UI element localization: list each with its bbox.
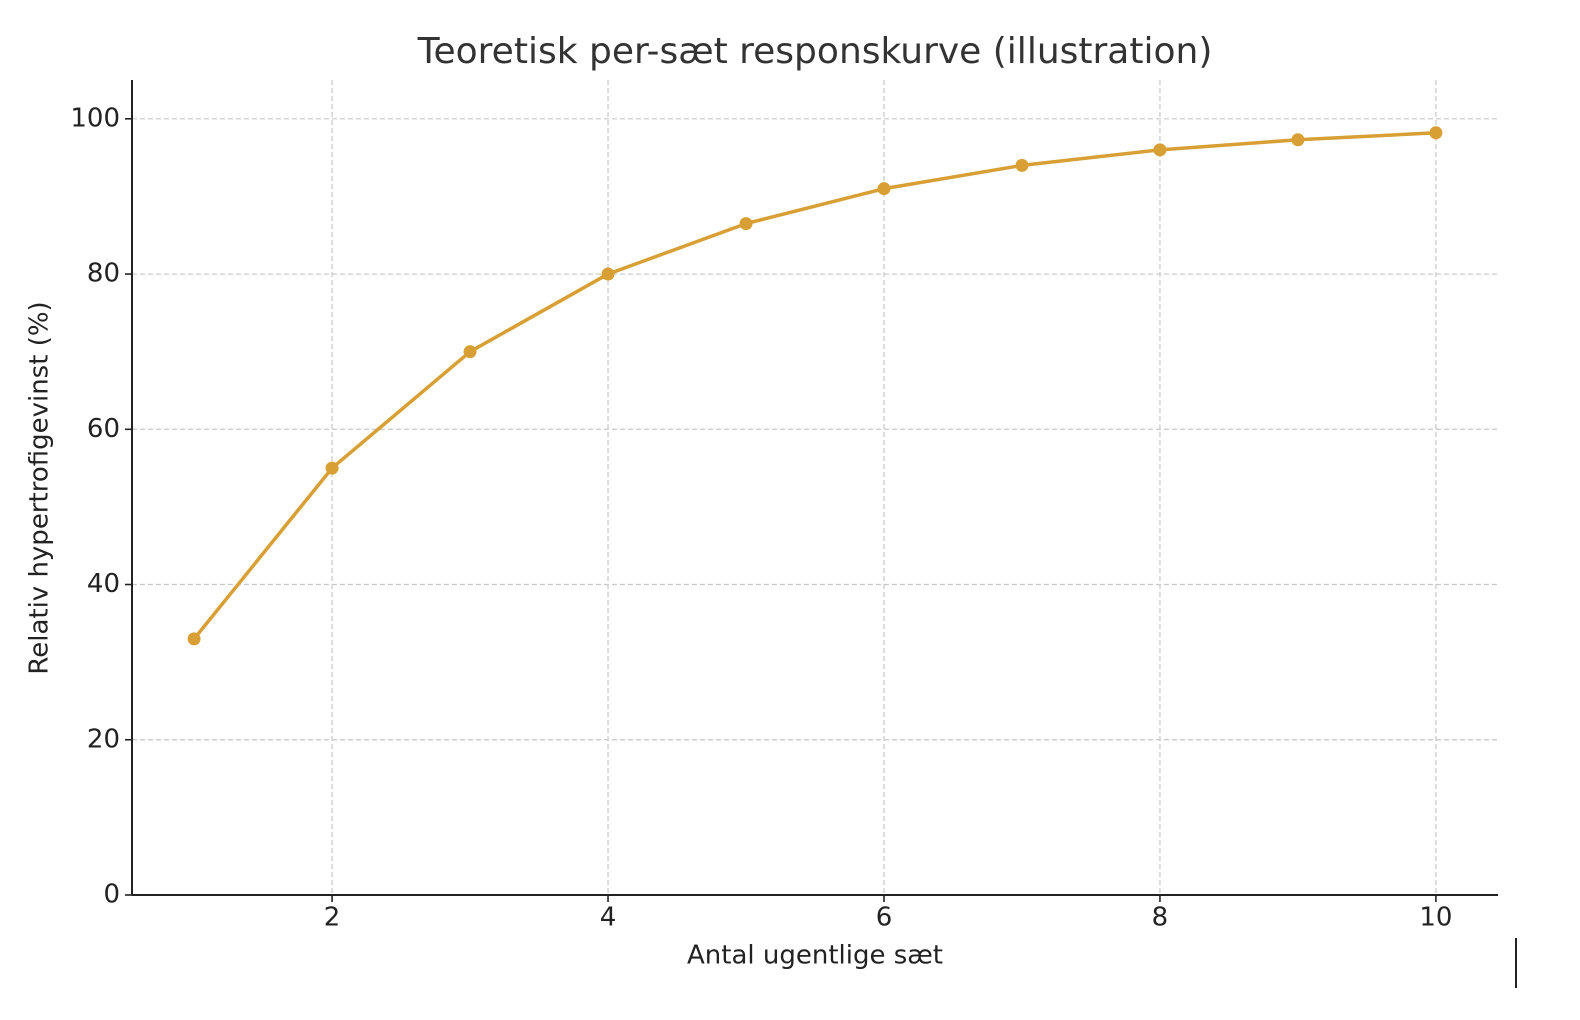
x-axis-label: Antal ugentlige sæt bbox=[687, 941, 943, 971]
y-tick-label: 60 bbox=[87, 414, 120, 444]
point bbox=[1015, 158, 1029, 172]
x-tick-label: 6 bbox=[876, 903, 893, 933]
x-tick-label: 2 bbox=[324, 903, 341, 933]
y-tick-label: 0 bbox=[103, 880, 120, 910]
point bbox=[1291, 133, 1305, 147]
y-tick-label: 100 bbox=[70, 103, 120, 133]
point bbox=[877, 182, 891, 196]
y-tick-label: 80 bbox=[87, 259, 120, 289]
point bbox=[739, 217, 753, 231]
point bbox=[1153, 143, 1167, 157]
series-line bbox=[192, 131, 1436, 640]
y-axis-label: Relativ hypertrofigevinst (%) bbox=[25, 301, 55, 674]
point bbox=[187, 632, 201, 646]
y-tick-label: 40 bbox=[87, 569, 120, 599]
point bbox=[601, 267, 615, 281]
chart-title: Teoretisk per-sæt responskurve (illustra… bbox=[417, 31, 1213, 72]
point bbox=[1429, 126, 1443, 140]
x-tick-label: 4 bbox=[600, 903, 617, 933]
x-tick-label: 8 bbox=[1152, 903, 1169, 933]
y-tick-label: 20 bbox=[87, 724, 120, 754]
x-tick-label: 10 bbox=[1419, 903, 1452, 933]
point bbox=[325, 461, 339, 475]
point bbox=[463, 345, 477, 359]
